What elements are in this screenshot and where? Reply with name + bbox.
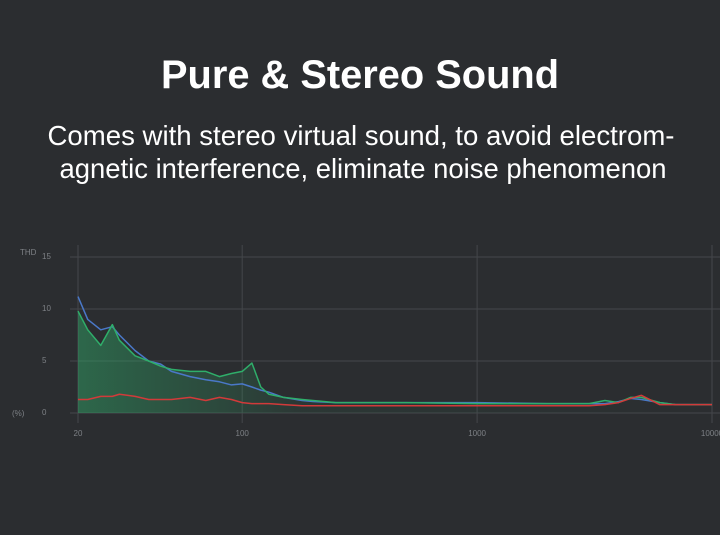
x-tick-label: 1000 [468, 429, 486, 438]
x-tick-label: 100 [236, 429, 250, 438]
y-axis-unit: (%) [12, 409, 25, 418]
chart-title: Pure & Stereo Sound [161, 53, 559, 97]
x-tick-label: 10000 [701, 429, 720, 438]
subtitle-line: agnetic interference, eliminate noise ph… [60, 153, 667, 184]
y-tick-label: 0 [42, 408, 47, 417]
y-tick-label: 10 [42, 304, 51, 313]
series-line [78, 393, 712, 407]
y-tick-label: 5 [42, 356, 47, 365]
area [78, 311, 712, 413]
y-axis-label: THD [20, 248, 37, 257]
subtitle-line: Comes with stereo virtual sound, to avoi… [48, 120, 675, 151]
x-tick-label: 20 [74, 429, 83, 438]
y-tick-label: 15 [42, 252, 51, 261]
